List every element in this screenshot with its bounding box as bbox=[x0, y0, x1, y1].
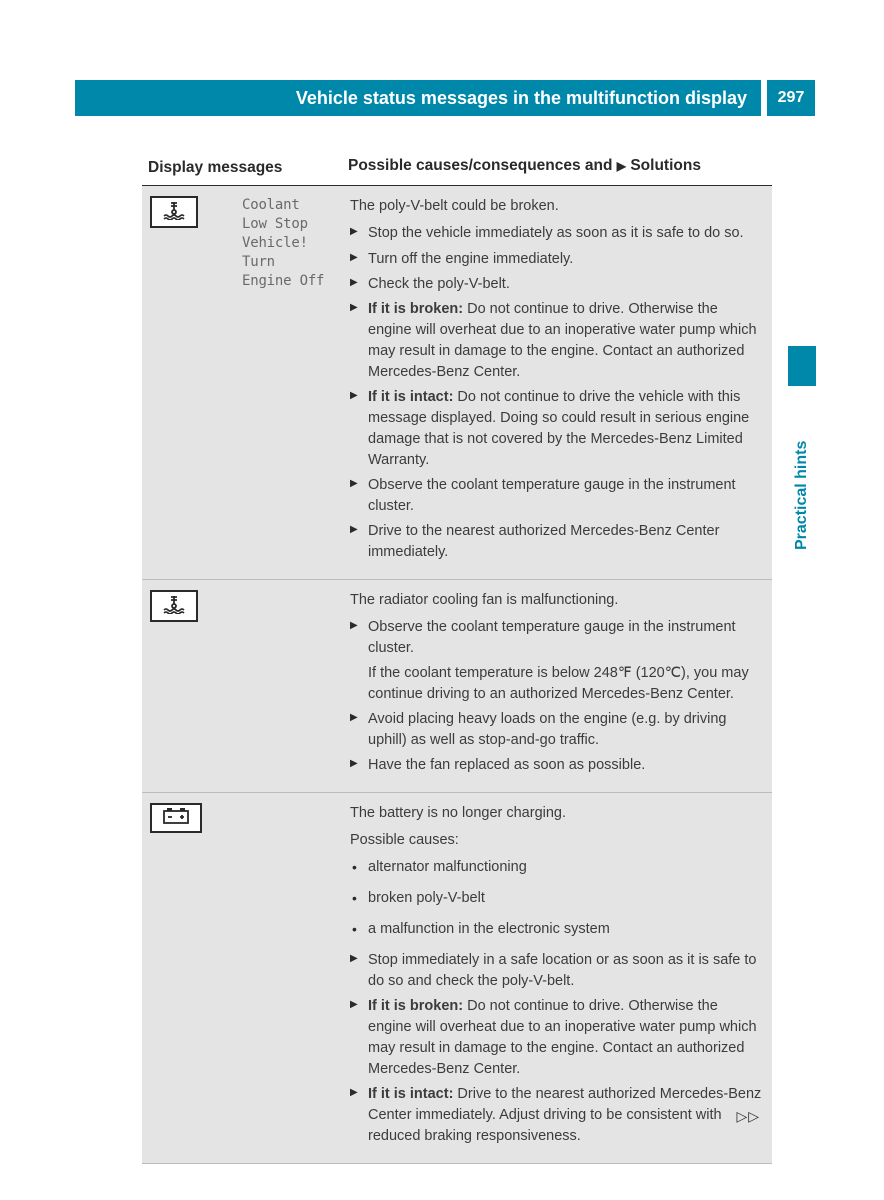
table-row: The radiator cooling fan is malfunctioni… bbox=[142, 579, 772, 792]
triangle-icon: ▶ bbox=[617, 158, 626, 175]
cell-body: The poly-V-belt could be broken. Stop th… bbox=[342, 186, 772, 579]
action-bold: If it is intact: bbox=[368, 1086, 453, 1102]
action-bold: If it is broken: bbox=[368, 998, 463, 1014]
continued-marker: ▷▷ bbox=[736, 1108, 760, 1125]
display-message-text: Coolant Low Stop Vehicle! Turn Engine Of… bbox=[242, 197, 324, 289]
action-text: Observe the coolant temperature gauge in… bbox=[368, 619, 736, 656]
coolant-temp-icon bbox=[150, 590, 198, 622]
cause-subtext: Possible causes: bbox=[350, 830, 764, 851]
action-bold: If it is broken: bbox=[368, 301, 463, 317]
action-text: Stop immediately in a safe location or a… bbox=[368, 952, 756, 989]
table-header-row: Display messages Possible causes/consequ… bbox=[142, 147, 772, 186]
table-row: The battery is no longer charging. Possi… bbox=[142, 792, 772, 1163]
action-bold: If it is intact: bbox=[368, 389, 453, 405]
coolant-temp-icon bbox=[150, 196, 198, 228]
action-item: Avoid placing heavy loads on the engine … bbox=[350, 709, 764, 751]
col-header-prefix: Possible causes/consequences and bbox=[348, 157, 617, 174]
action-item: Stop the vehicle immediately as soon as … bbox=[350, 223, 764, 244]
action-item: If it is broken: Do not continue to driv… bbox=[350, 299, 764, 383]
action-text: Observe the coolant temperature gauge in… bbox=[368, 477, 736, 514]
action-text: Drive to the nearest authorized Mercedes… bbox=[368, 523, 719, 560]
page-title: Vehicle status messages in the multifunc… bbox=[75, 80, 761, 116]
action-item: If it is intact: Do not continue to driv… bbox=[350, 387, 764, 471]
cell-body: The radiator cooling fan is malfunctioni… bbox=[342, 579, 772, 792]
action-item: Have the fan replaced as soon as possibl… bbox=[350, 755, 764, 776]
cell-icon bbox=[142, 579, 234, 792]
cause-text: The radiator cooling fan is malfunctioni… bbox=[350, 590, 764, 611]
battery-icon bbox=[150, 803, 202, 833]
action-item: If it is broken: Do not continue to driv… bbox=[350, 996, 764, 1080]
col-header-display: Display messages bbox=[142, 147, 342, 186]
action-list: alternator malfunctioning broken poly-V-… bbox=[350, 857, 764, 1147]
action-text: broken poly-V-belt bbox=[368, 890, 485, 906]
action-text: If the coolant temperature is below 248℉… bbox=[368, 665, 749, 702]
status-messages-table: Display messages Possible causes/consequ… bbox=[142, 147, 772, 1164]
table-row: Coolant Low Stop Vehicle! Turn Engine Of… bbox=[142, 186, 772, 579]
page-header: Vehicle status messages in the multifunc… bbox=[75, 80, 815, 116]
action-text: Check the poly-V-belt. bbox=[368, 276, 510, 292]
col-header-suffix: Solutions bbox=[626, 157, 701, 174]
action-item: Stop immediately in a safe location or a… bbox=[350, 950, 764, 992]
action-text: Avoid placing heavy loads on the engine … bbox=[368, 711, 726, 748]
page-number: 297 bbox=[767, 80, 815, 116]
thumb-tab bbox=[788, 346, 816, 386]
cause-text: The battery is no longer charging. bbox=[350, 803, 764, 824]
action-text: Stop the vehicle immediately as soon as … bbox=[368, 225, 744, 241]
action-item: If it is intact: Drive to the nearest au… bbox=[350, 1084, 764, 1147]
cause-text: The poly-V-belt could be broken. bbox=[350, 196, 764, 217]
cell-message bbox=[234, 579, 342, 792]
action-item: a malfunction in the electronic system bbox=[350, 919, 764, 940]
action-list: Observe the coolant temperature gauge in… bbox=[350, 617, 764, 776]
action-text: a malfunction in the electronic system bbox=[368, 921, 610, 937]
action-text: Have the fan replaced as soon as possibl… bbox=[368, 757, 645, 773]
action-item: Turn off the engine immediately. bbox=[350, 249, 764, 270]
action-item: Observe the coolant temperature gauge in… bbox=[350, 617, 764, 659]
action-item: Observe the coolant temperature gauge in… bbox=[350, 475, 764, 517]
action-item: Check the poly-V-belt. bbox=[350, 274, 764, 295]
action-text: Turn off the engine immediately. bbox=[368, 251, 573, 267]
cell-message bbox=[234, 792, 342, 1163]
col-header-solutions: Possible causes/consequences and ▶ Solut… bbox=[342, 147, 772, 186]
section-side-label: Practical hints bbox=[788, 400, 816, 550]
action-item: Drive to the nearest authorized Mercedes… bbox=[350, 521, 764, 563]
action-list: Stop the vehicle immediately as soon as … bbox=[350, 223, 764, 562]
action-item: broken poly-V-belt bbox=[350, 888, 764, 909]
cell-message: Coolant Low Stop Vehicle! Turn Engine Of… bbox=[234, 186, 342, 579]
action-text: alternator malfunctioning bbox=[368, 859, 527, 875]
cell-icon bbox=[142, 792, 234, 1163]
action-item: alternator malfunctioning bbox=[350, 857, 764, 878]
action-item: If the coolant temperature is below 248℉… bbox=[350, 663, 764, 705]
cell-body: The battery is no longer charging. Possi… bbox=[342, 792, 772, 1163]
cell-icon bbox=[142, 186, 234, 579]
